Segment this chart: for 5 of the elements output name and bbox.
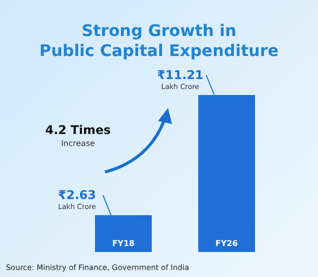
x-tick-label: FY18 (112, 239, 136, 248)
annotation: 4.2 Times (45, 123, 111, 137)
x-tick-label: FY26 (215, 239, 238, 248)
chart-title: Strong Growth in Public Capital Expenditure (39, 21, 279, 60)
annotation: Increase (61, 139, 96, 148)
